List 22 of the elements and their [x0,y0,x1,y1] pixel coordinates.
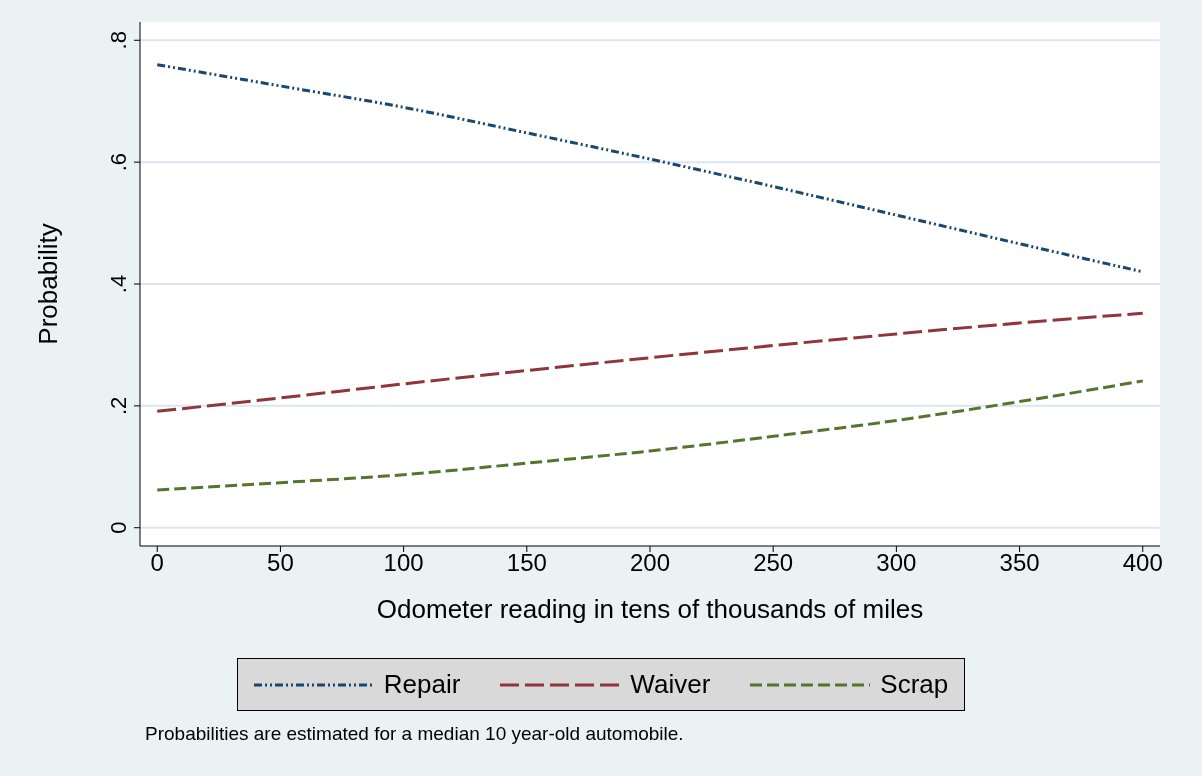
x-tick-label: 400 [1122,549,1163,577]
x-axis-title: Odometer reading in tens of thousands of miles [376,594,924,624]
legend-label: Scrap [880,669,949,700]
x-tick-label: 0 [150,549,164,577]
y-tick-label: .4 [106,274,131,294]
legend-label: Repair [383,669,461,700]
line-series [155,379,1145,492]
y-axis-title: Probability [33,223,64,345]
y-tick-label: .8 [106,31,131,50]
y-tick-label: 0 [106,521,131,534]
legend-label: Waiver [630,669,711,700]
x-tick-label: 250 [753,549,794,577]
line-series [155,311,1145,413]
y-tick-label: .2 [106,396,131,416]
text: Probabilities are estimated for a median 10 year-old automobile. [145,723,685,745]
x-tick-label: 50 [267,549,294,577]
x-tick-label: 150 [506,549,547,577]
x-tick-label: 200 [629,549,671,577]
x-tick-label: 300 [876,549,917,577]
x-tick-label: 350 [999,549,1040,577]
x-tick-label: 100 [383,549,424,577]
y-tick-label: .6 [106,152,131,172]
